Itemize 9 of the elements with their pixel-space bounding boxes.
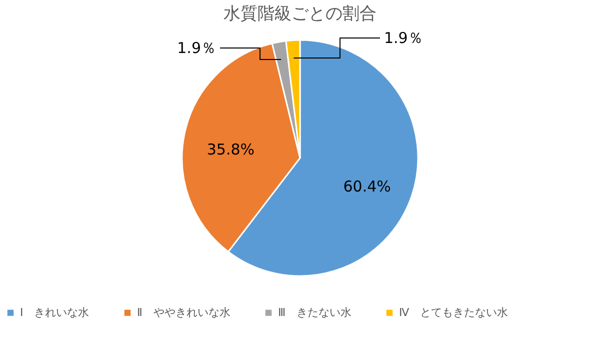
data-label: 1.9％ — [177, 39, 216, 57]
legend-label: Ⅳ とてもきたない水 — [399, 306, 508, 319]
data-label: 60.4% — [343, 178, 391, 196]
data-label: 1.9％ — [384, 29, 423, 47]
legend-label: Ⅱ ややきれいな水 — [137, 306, 230, 319]
data-label: 35.8% — [206, 140, 255, 158]
legend-label: Ⅰ きれいな水 — [20, 306, 90, 319]
chart-title: 水質階級ごとの割合 — [224, 4, 376, 24]
legend-label: Ⅲ きたない水 — [278, 306, 352, 319]
